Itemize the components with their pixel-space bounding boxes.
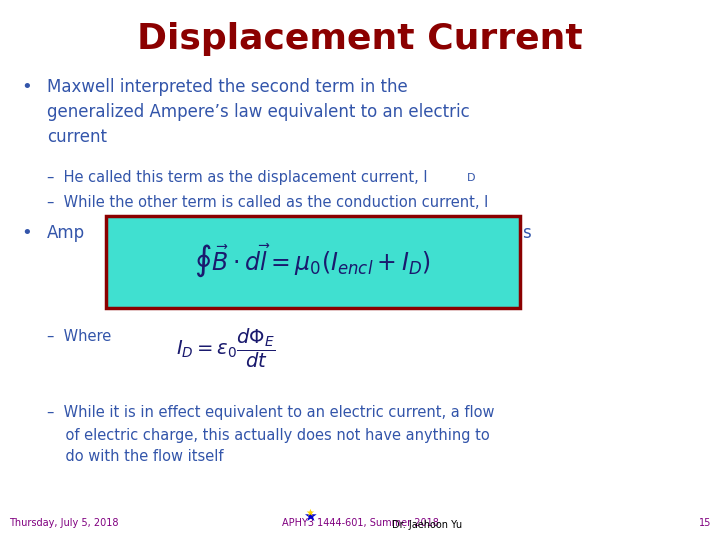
Text: Thursday, July 5, 2018: Thursday, July 5, 2018 bbox=[9, 518, 118, 528]
Text: Dr. Jaehoon Yu: Dr. Jaehoon Yu bbox=[392, 520, 462, 530]
Text: do with the flow itself: do with the flow itself bbox=[47, 449, 223, 464]
Text: 15: 15 bbox=[699, 518, 711, 528]
Text: –  While the other term is called as the conduction current, I: – While the other term is called as the … bbox=[47, 195, 488, 211]
Text: Displacement Current: Displacement Current bbox=[137, 22, 583, 56]
Text: ★: ★ bbox=[305, 508, 314, 518]
Text: APHY3 1444-601, Summer 2018: APHY3 1444-601, Summer 2018 bbox=[282, 518, 438, 528]
Text: D: D bbox=[467, 173, 476, 183]
Text: of electric charge, this actually does not have anything to: of electric charge, this actually does n… bbox=[47, 428, 490, 443]
Text: –  He called this term as the displacement current, I: – He called this term as the displacemen… bbox=[47, 170, 428, 185]
Text: Maxwell interpreted the second term in the
generalized Ampere’s law equivalent t: Maxwell interpreted the second term in t… bbox=[47, 78, 469, 146]
Text: –  Where: – Where bbox=[47, 329, 111, 345]
Text: •: • bbox=[22, 224, 32, 242]
Text: •: • bbox=[22, 78, 32, 96]
Text: –  While it is in effect equivalent to an electric current, a flow: – While it is in effect equivalent to an… bbox=[47, 405, 495, 420]
Text: s: s bbox=[522, 224, 531, 242]
Text: ★: ★ bbox=[303, 509, 316, 524]
Text: $I_D = \varepsilon_0 \dfrac{d\Phi_E}{dt}$: $I_D = \varepsilon_0 \dfrac{d\Phi_E}{dt}… bbox=[176, 327, 276, 370]
FancyBboxPatch shape bbox=[106, 216, 520, 308]
Text: Amp: Amp bbox=[47, 224, 85, 242]
Text: $\oint \vec{B} \cdot d\vec{l} = \mu_0\left(I_{encl} + I_D\right)$: $\oint \vec{B} \cdot d\vec{l} = \mu_0\le… bbox=[194, 244, 431, 280]
